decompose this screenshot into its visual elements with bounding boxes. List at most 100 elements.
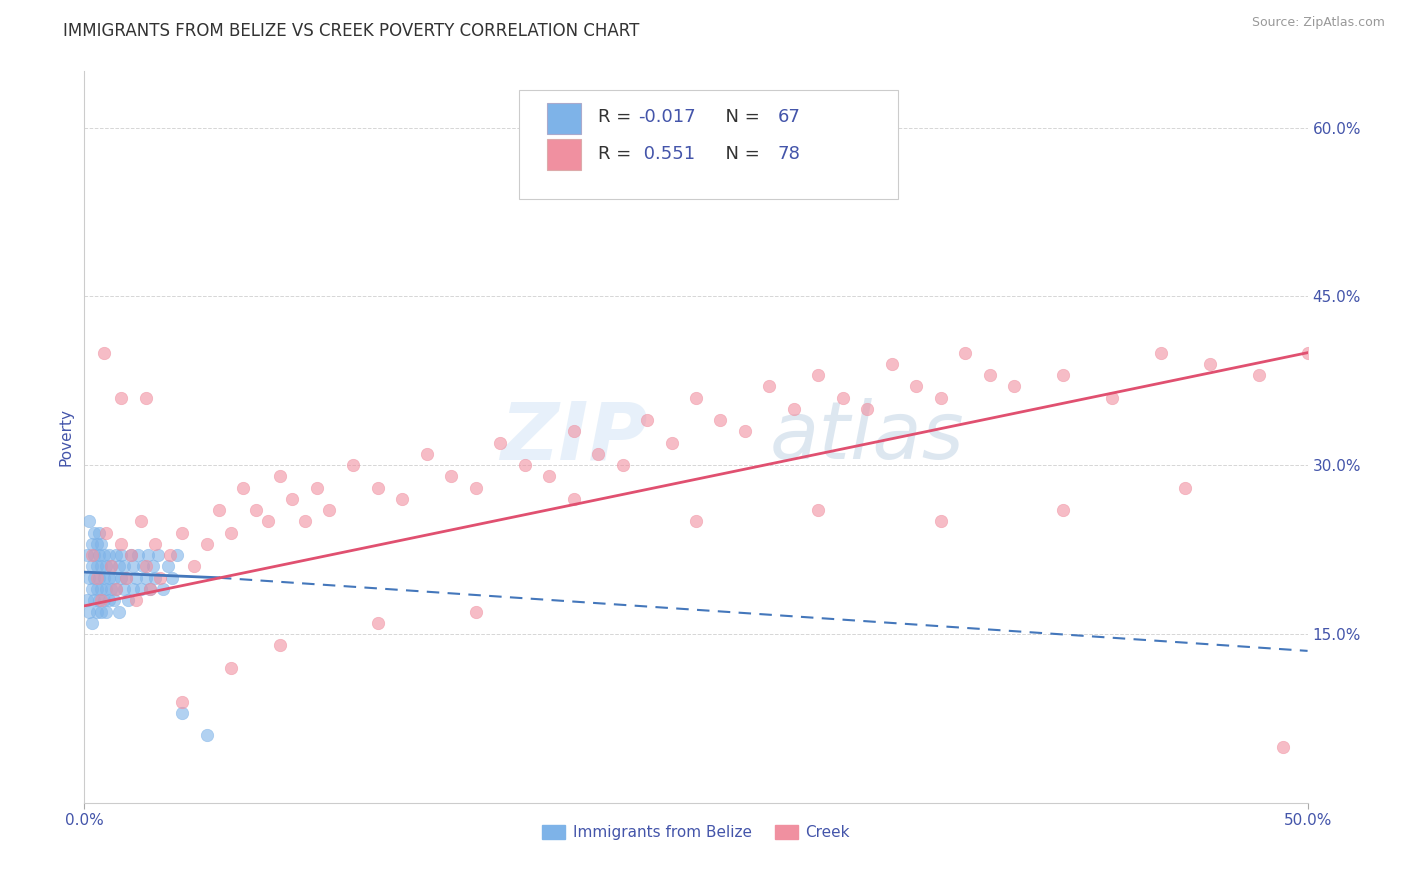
Text: 67: 67 (778, 109, 801, 127)
Point (132, 559, 155, 574)
Point (86, 605, 108, 619)
Point (103, 593, 125, 607)
Text: N =: N = (714, 145, 766, 163)
Point (76, 548, 98, 562)
Point (110, 391, 132, 405)
Point (391, 491, 413, 506)
Point (115, 571, 138, 585)
Point (807, 503, 830, 517)
Point (100, 559, 122, 574)
Text: IMMIGRANTS FROM BELIZE VS CREEK POVERTY CORRELATION CHART: IMMIGRANTS FROM BELIZE VS CREEK POVERTY … (63, 22, 640, 40)
Point (135, 559, 157, 574)
Point (117, 593, 139, 607)
Point (87, 548, 110, 562)
Point (464, 481, 486, 495)
Point (93, 593, 115, 607)
Point (318, 503, 340, 517)
Point (783, 401, 806, 416)
Point (685, 515, 707, 529)
Point (96, 582, 118, 596)
FancyBboxPatch shape (547, 103, 581, 134)
Point (1174, 481, 1197, 495)
Point (93, 548, 115, 562)
Point (195, 728, 218, 742)
Point (208, 503, 231, 517)
Point (1247, 368, 1270, 383)
Point (142, 559, 165, 574)
Point (96, 525, 118, 540)
Text: N =: N = (714, 109, 766, 127)
Point (562, 425, 585, 439)
Point (1150, 345, 1173, 359)
Point (86, 537, 108, 551)
Point (76, 593, 98, 607)
Point (281, 491, 304, 506)
Point (367, 481, 389, 495)
Point (105, 582, 128, 596)
Point (294, 515, 316, 529)
Point (685, 391, 707, 405)
Text: R =: R = (598, 109, 637, 127)
Point (80, 548, 103, 562)
Point (100, 559, 122, 574)
Point (342, 458, 364, 473)
Point (87, 593, 110, 607)
Point (112, 582, 135, 596)
Point (172, 525, 194, 540)
Text: 78: 78 (778, 145, 801, 163)
Point (96, 605, 118, 619)
Point (83, 525, 105, 540)
Point (807, 368, 830, 383)
Point (152, 582, 174, 596)
Point (107, 559, 129, 574)
Point (125, 593, 148, 607)
Point (120, 548, 142, 562)
Point (929, 391, 952, 405)
Point (269, 638, 291, 652)
Point (87, 571, 110, 585)
Point (367, 615, 389, 630)
Point (905, 379, 928, 393)
Legend: Immigrants from Belize, Creek: Immigrants from Belize, Creek (536, 819, 856, 847)
Point (90, 593, 112, 607)
Point (86, 559, 108, 574)
Point (122, 582, 145, 596)
Point (135, 391, 157, 405)
Point (146, 548, 169, 562)
Point (143, 571, 166, 585)
Point (110, 537, 132, 551)
Point (77, 515, 100, 529)
Point (122, 559, 145, 574)
Point (734, 425, 756, 439)
Point (77, 571, 100, 585)
Point (90, 582, 112, 596)
Point (979, 368, 1001, 383)
Point (758, 379, 780, 393)
Point (139, 582, 162, 596)
Point (149, 571, 172, 585)
Point (183, 559, 205, 574)
Point (586, 447, 609, 461)
Point (136, 548, 159, 562)
Point (440, 469, 463, 483)
Point (195, 537, 218, 551)
Point (93, 571, 115, 585)
Point (1296, 345, 1319, 359)
Point (831, 391, 853, 405)
Point (661, 435, 683, 450)
Point (77, 605, 100, 619)
Point (880, 357, 903, 371)
Y-axis label: Poverty: Poverty (58, 408, 73, 467)
Point (97, 571, 120, 585)
Point (513, 458, 536, 473)
Point (929, 515, 952, 529)
Point (1101, 391, 1123, 405)
Point (135, 571, 157, 585)
Point (1052, 503, 1074, 517)
Point (110, 571, 132, 585)
Point (162, 571, 184, 585)
Point (172, 694, 194, 708)
Point (166, 548, 188, 562)
Point (90, 537, 112, 551)
Point (143, 537, 166, 551)
